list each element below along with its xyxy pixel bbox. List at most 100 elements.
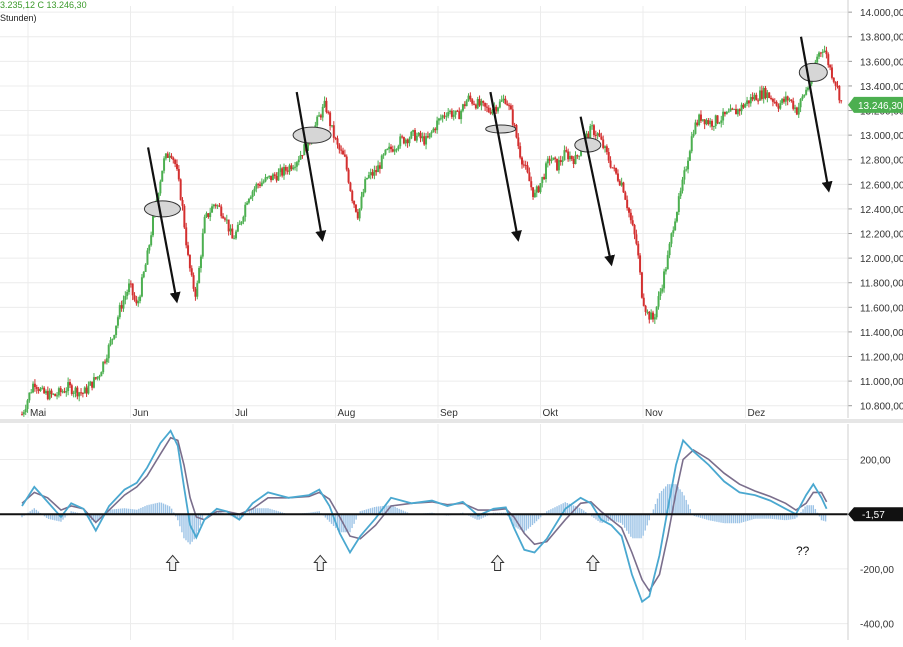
candle-body [434,129,436,130]
candle-body [21,414,23,415]
candle-body [253,189,255,192]
candle-body [276,176,278,180]
price-y-tick-label: 12.600,00 [860,180,903,191]
candle-body [737,109,739,114]
candle-body [84,388,86,394]
histogram-bar [745,514,746,521]
candle-body [217,205,219,206]
candle-body [106,358,108,362]
candle-body [733,109,735,110]
candle-body [113,335,115,339]
candle-body [58,388,60,395]
last-price-label: 13.246,30 [858,101,903,112]
candle-body [39,388,41,391]
candle-body [320,115,322,117]
histogram-bar [683,495,684,514]
histogram-bar [159,502,160,514]
candle-body [536,186,538,192]
candle-body [447,112,449,116]
candle-body [597,133,599,135]
candle-body [235,232,237,239]
candle-body [436,121,438,131]
candle-body [47,391,49,399]
candle-body [748,100,750,103]
histogram-bar [169,506,170,514]
candle-body [724,112,726,114]
candle-body [711,121,713,127]
candle-body [530,181,532,187]
candle-body [283,167,285,176]
candle-body [194,289,196,297]
candle-body [377,165,379,172]
candle-body [277,172,279,180]
candle-body [600,137,602,140]
candle-body [473,104,475,105]
candle-body [344,155,346,157]
candle-body [569,156,571,159]
candle-body [765,88,767,98]
candle-body [294,167,296,168]
candle-body [161,171,163,182]
candle-body [366,178,368,179]
candle-body [759,90,761,100]
candle-body [420,133,422,138]
candle-body [335,138,337,139]
candle-body [76,388,78,397]
candle-body [539,183,541,192]
candle-body [322,107,324,118]
candle-body [289,165,291,171]
candle-body [475,105,477,109]
price-y-tick-label: 10.800,00 [860,402,903,413]
candle-body [517,137,519,146]
candle-body [248,199,250,203]
histogram-bar [153,504,154,514]
x-tick-label: Jun [133,408,149,419]
candle-body [75,388,77,393]
candle-body [656,307,658,318]
candle-body [742,105,744,108]
price-y-tick-label: 13.600,00 [860,57,903,68]
candle-body [717,115,719,123]
candle-body [52,394,54,395]
candle-body [38,389,40,391]
histogram-bar [655,504,656,514]
candle-body [794,108,796,109]
candle-body [796,108,798,115]
candle-body [152,216,154,235]
histogram-bar [727,514,728,523]
candle-body [562,160,564,162]
candle-body [510,105,512,109]
candle-body [346,157,348,170]
candle-body [776,102,778,106]
price-gridlines [0,6,848,418]
candle-body [442,115,444,118]
candle-body [787,96,789,100]
histogram-bar [351,514,352,528]
candle-body [126,292,128,296]
macd-gridlines [0,424,848,640]
candle-body [215,205,217,206]
candle-body [676,212,678,221]
candle-body [32,384,34,393]
price-y-tick-label: 14.000,00 [860,8,903,19]
candle-body [525,165,527,166]
histogram-bar [331,514,332,524]
candle-body [145,265,147,272]
candle-body [691,136,693,151]
candle-body [392,149,394,151]
candle-body [480,101,482,106]
candle-body [150,235,152,245]
candle-body [270,176,272,180]
histogram-bar [624,514,625,528]
candle-body [189,255,191,268]
macd-y-tick-label: -400,00 [860,620,894,631]
macd-y-tick-label: 200,00 [860,456,891,467]
histogram-bar [142,507,143,514]
histogram-bar [679,489,680,514]
candle-body [482,101,484,103]
candle-body [477,99,479,108]
candle-body [626,200,628,208]
histogram-bar [712,514,713,521]
candle-body [630,213,632,220]
price-y-tick-label: 12.400,00 [860,205,903,216]
